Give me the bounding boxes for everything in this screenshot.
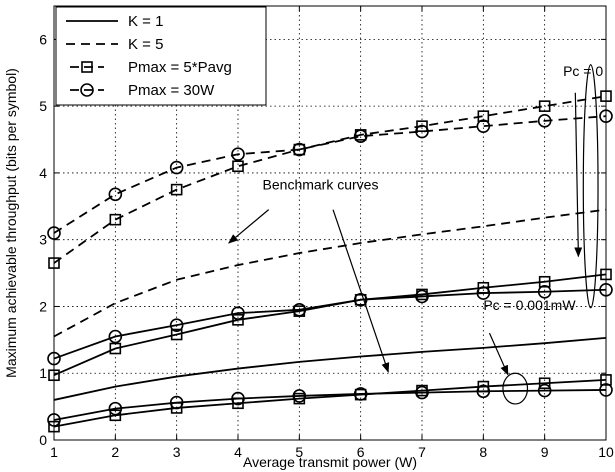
circle-marker: [231, 306, 245, 320]
series-line: [53, 115, 607, 234]
x-tick-label: 10: [598, 444, 614, 460]
x-tick-label: 4: [234, 444, 242, 460]
annotation-ellipse: [502, 372, 529, 405]
circle-marker: [231, 391, 245, 406]
series-4: [48, 268, 612, 382]
square-marker: [109, 342, 122, 355]
legend-entry-2: Pmax = 5*Pavg: [70, 59, 232, 76]
legend-entry-0: K = 1: [66, 13, 163, 30]
square-marker: [232, 314, 244, 326]
annotation-ellipse: [582, 64, 599, 309]
legend-box: [55, 6, 267, 106]
square-marker: [538, 100, 551, 112]
y-tick-label: 5: [39, 98, 47, 114]
x-tick-label: 8: [479, 444, 487, 460]
y-tick-label: 6: [39, 31, 47, 47]
circle-marker: [169, 318, 184, 332]
plot-frame: [53, 5, 607, 441]
x-tick-label: 2: [111, 444, 119, 460]
x-tick-label: 5: [295, 444, 303, 460]
y-axis-title: Maximum achievable throughput (bits per …: [3, 68, 19, 378]
annotation-1: Benchmark curves: [228, 177, 390, 373]
annotation-arrow: [574, 92, 583, 258]
circle-marker: [292, 389, 307, 403]
series-line: [53, 288, 607, 360]
series-line: [53, 95, 607, 264]
circle-marker: [415, 124, 429, 139]
x-tick-label: 9: [541, 444, 549, 460]
legend-label: Pmax = 30W: [128, 82, 215, 99]
annotations: Pc = 0 Benchmark curves Pc = 0.001mW: [228, 63, 603, 405]
annotation-label: Pc = 0: [563, 63, 603, 79]
y-tick-label: 2: [39, 298, 47, 314]
square-marker: [477, 110, 490, 122]
x-axis-title: Average transmit power (W): [243, 454, 417, 470]
square-marker: [232, 160, 244, 173]
annotation-2: Pc = 0.001mW: [483, 297, 576, 405]
circle-marker: [108, 329, 123, 344]
legend-label: K = 1: [128, 13, 163, 30]
annotation-arrow: [488, 332, 509, 376]
circle-marker: [537, 383, 552, 398]
circle-marker: [415, 385, 429, 400]
series-line: [53, 389, 607, 421]
circle-marker: [169, 160, 184, 175]
circle-marker: [292, 302, 307, 317]
circle-marker: [537, 284, 552, 299]
annotation-0: Pc = 0: [563, 63, 603, 309]
series-3: [47, 109, 613, 240]
series-line: [53, 208, 607, 338]
circle-marker: [80, 83, 94, 97]
circle-marker: [476, 286, 491, 300]
square-marker: [538, 377, 551, 390]
series-line: [53, 379, 607, 428]
square-marker: [109, 409, 122, 422]
circle-marker: [353, 129, 368, 143]
square-marker: [416, 120, 428, 132]
y-tick-label: 3: [39, 232, 47, 248]
x-tick-label: 6: [357, 444, 365, 460]
circle-marker: [415, 289, 429, 304]
annotation-arrow: [332, 209, 390, 373]
circle-marker: [353, 292, 368, 307]
circle-marker: [537, 114, 552, 128]
square-marker: [81, 61, 93, 73]
x-tick-label: 7: [418, 444, 426, 460]
y-tick-label: 1: [39, 365, 47, 381]
square-marker: [170, 183, 183, 196]
series-0: [53, 208, 607, 338]
grid: [54, 6, 606, 440]
x-tick-label: 1: [50, 444, 58, 460]
square-marker: [170, 328, 183, 341]
y-tick-label: 4: [39, 165, 47, 181]
circle-marker: [108, 401, 123, 416]
square-marker: [109, 213, 122, 226]
circle-marker: [292, 142, 307, 157]
annotation-label: Pc = 0.001mW: [483, 297, 576, 313]
legend-entry-1: K = 5: [66, 36, 163, 53]
annotation-label: Benchmark curves: [263, 177, 379, 193]
legend-entry-3: Pmax = 30W: [70, 82, 215, 99]
circle-marker: [108, 187, 123, 202]
legend-label: Pmax = 5*Pavg: [128, 59, 232, 76]
y-tick-label: 0: [39, 432, 47, 448]
circle-marker: [231, 147, 245, 162]
circle-marker: [169, 395, 184, 410]
circle-marker: [476, 119, 491, 133]
circle-marker: [476, 384, 491, 399]
annotation-arrow: [228, 209, 270, 244]
series-line: [53, 336, 607, 401]
square-marker: [538, 275, 551, 288]
legend: K = 1 K = 5 Pmax = 5*Pavg Pmax = 30W: [55, 6, 267, 106]
series-2: [48, 90, 612, 269]
circle-marker: [353, 387, 368, 401]
legend-label: K = 5: [128, 36, 163, 53]
series-1: [53, 336, 607, 401]
x-tick-label: 3: [173, 444, 181, 460]
series-group: [47, 90, 613, 433]
